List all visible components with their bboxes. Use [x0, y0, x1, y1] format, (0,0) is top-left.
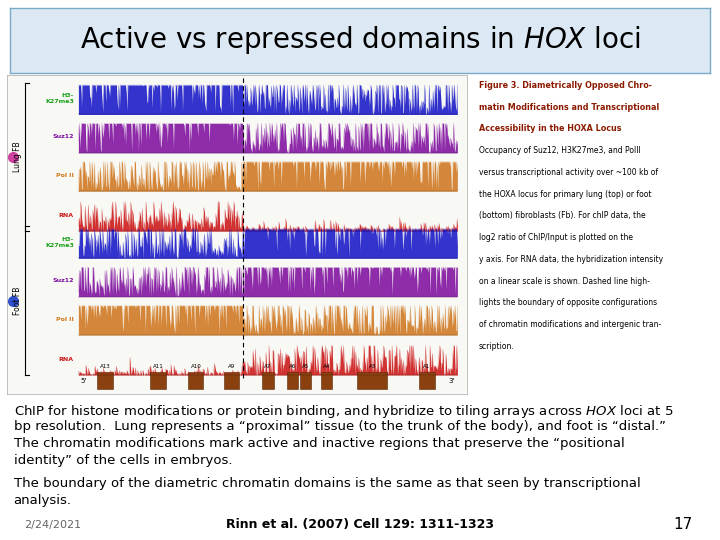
- Text: A4: A4: [323, 364, 330, 369]
- Text: Occupancy of Suz12, H3K27me3, and PolII: Occupancy of Suz12, H3K27me3, and PolII: [479, 146, 640, 155]
- Text: Suz12: Suz12: [53, 278, 74, 283]
- Text: Accessibility in the HOXA Locus: Accessibility in the HOXA Locus: [479, 124, 621, 133]
- Bar: [262, 372, 274, 389]
- Text: Pol II: Pol II: [56, 173, 74, 178]
- Text: A11: A11: [153, 364, 163, 369]
- Bar: [150, 372, 166, 389]
- Bar: [225, 372, 240, 389]
- Text: A6: A6: [289, 364, 296, 369]
- Text: (bottom) fibroblasts (Fb). For chIP data, the: (bottom) fibroblasts (Fb). For chIP data…: [479, 211, 645, 220]
- Text: versus transcriptional activity over ~100 kb of: versus transcriptional activity over ~10…: [479, 168, 657, 177]
- Text: the HOXA locus for primary lung (top) or foot: the HOXA locus for primary lung (top) or…: [479, 190, 651, 199]
- Text: A13: A13: [99, 364, 110, 369]
- Text: matin Modifications and Transcriptional: matin Modifications and Transcriptional: [479, 103, 659, 112]
- Text: analysis.: analysis.: [14, 494, 71, 507]
- Text: A3: A3: [369, 364, 376, 369]
- Text: 5': 5': [81, 377, 87, 383]
- Text: Lung FB: Lung FB: [14, 141, 22, 172]
- Text: Pol II: Pol II: [56, 316, 74, 322]
- Text: 17: 17: [673, 517, 693, 532]
- Text: of chromatin modifications and intergenic tran-: of chromatin modifications and intergeni…: [479, 320, 661, 329]
- Text: lights the boundary of opposite configurations: lights the boundary of opposite configur…: [479, 298, 657, 307]
- Text: A10: A10: [191, 364, 202, 369]
- Bar: [189, 372, 204, 389]
- Text: Foot FB: Foot FB: [14, 287, 22, 315]
- Bar: [357, 372, 387, 389]
- Text: A5: A5: [302, 364, 310, 369]
- Text: y axis. For RNA data, the hybridization intensity: y axis. For RNA data, the hybridization …: [479, 255, 662, 264]
- Text: ChIP for histone modifications or protein binding, and hybridize to tiling array: ChIP for histone modifications or protei…: [14, 403, 673, 420]
- Text: A9: A9: [228, 364, 235, 369]
- Text: 2/24/2021: 2/24/2021: [24, 520, 81, 530]
- Text: Rinn et al. (2007) Cell 129: 1311-1323: Rinn et al. (2007) Cell 129: 1311-1323: [226, 518, 494, 531]
- Text: The chromatin modifications mark active and inactive regions that preserve the “: The chromatin modifications mark active …: [14, 437, 624, 450]
- Text: log2 ratio of ChIP/Input is plotted on the: log2 ratio of ChIP/Input is plotted on t…: [479, 233, 633, 242]
- Text: H3-
K27me3: H3- K27me3: [45, 93, 74, 104]
- Text: A1: A1: [423, 364, 431, 369]
- Text: bp resolution.  Lung represents a “proximal” tissue (to the trunk of the body), : bp resolution. Lung represents a “proxim…: [14, 420, 665, 433]
- Text: identity” of the cells in embryos.: identity” of the cells in embryos.: [14, 454, 232, 468]
- Text: Figure 3. Diametrically Opposed Chro-: Figure 3. Diametrically Opposed Chro-: [479, 81, 652, 90]
- Bar: [321, 372, 333, 389]
- Bar: [420, 372, 435, 389]
- Bar: [97, 372, 112, 389]
- Text: scription.: scription.: [479, 342, 514, 351]
- Bar: [300, 372, 312, 389]
- Text: Active vs repressed domains in $\mathit{HOX}$ loci: Active vs repressed domains in $\mathit{…: [80, 24, 640, 57]
- Text: H3-
K27me3: H3- K27me3: [45, 237, 74, 247]
- Text: RNA: RNA: [59, 213, 74, 218]
- Text: RNA: RNA: [59, 356, 74, 362]
- Bar: [287, 372, 298, 389]
- Text: A7: A7: [264, 364, 271, 369]
- Text: Suz12: Suz12: [53, 134, 74, 139]
- Text: on a linear scale is shown. Dashed line high-: on a linear scale is shown. Dashed line …: [479, 276, 649, 286]
- Text: 3': 3': [449, 377, 455, 383]
- Text: The boundary of the diametric chromatin domains is the same as that seen by tran: The boundary of the diametric chromatin …: [14, 477, 640, 490]
